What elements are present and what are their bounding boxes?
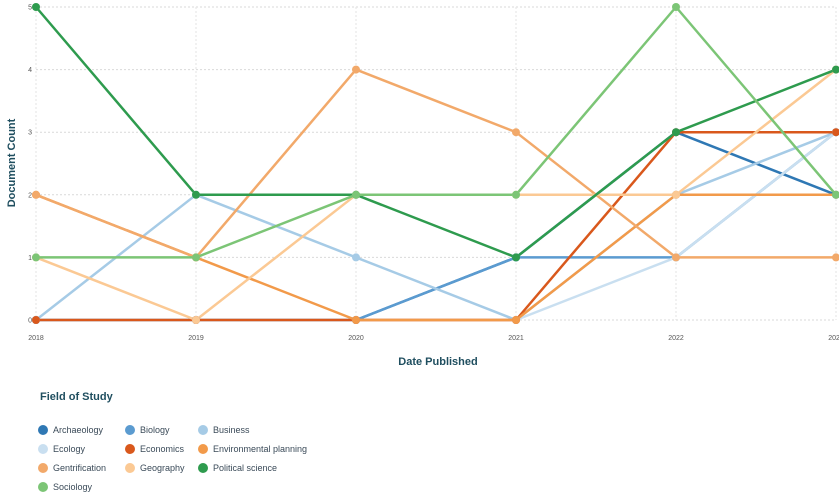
x-axis-title: Date Published [398, 356, 477, 368]
legend-swatch [38, 424, 48, 435]
data-point-business[interactable] [352, 253, 360, 262]
legend-label: Economics [140, 443, 185, 454]
x-axis-ticks: 2018 2019 2020 2021 2022 2023 [28, 335, 839, 342]
legend-label: Geography [140, 462, 185, 473]
data-point-sociology[interactable] [32, 253, 40, 262]
legend-item-political-science[interactable]: Political science [198, 461, 338, 474]
data-point-political-science[interactable] [832, 65, 839, 74]
y-tick-label: 0 [28, 318, 32, 325]
x-tick-label: 2023 [828, 335, 839, 342]
data-point-political-science[interactable] [192, 190, 200, 199]
data-point-sociology[interactable] [512, 190, 520, 199]
data-point-political-science[interactable] [672, 128, 680, 137]
series-line-gentrification [35, 68, 836, 259]
data-point-geography[interactable] [192, 316, 200, 324]
x-tick-label: 2022 [668, 335, 684, 342]
legend-swatch [198, 443, 208, 454]
legend-label: Ecology [53, 443, 86, 454]
legend-swatch [198, 424, 208, 435]
y-tick-label: 5 [28, 5, 32, 12]
x-tick-label: 2020 [348, 335, 364, 342]
data-point-sociology[interactable] [352, 190, 360, 199]
y-tick-label: 1 [28, 255, 32, 262]
legend-swatch [125, 462, 135, 473]
legend-swatch [198, 462, 208, 473]
line-chart: 0 1 2 3 4 5 2018 2019 2020 2021 2022 2023 Date Pub… [6, 3, 839, 368]
data-point-gentrification[interactable] [32, 190, 40, 199]
data-point-sociology[interactable] [192, 253, 200, 262]
y-axis-ticks: 0 1 2 3 4 5 [28, 5, 32, 325]
x-tick-label: 2019 [188, 335, 204, 342]
legend-label: Sociology [53, 481, 93, 492]
data-point-gentrification[interactable] [832, 253, 839, 262]
legend-label: Business [213, 424, 250, 435]
series-lines [35, 5, 837, 322]
legend-label: Gentrification [53, 462, 107, 473]
series-line-sociology [36, 5, 837, 259]
data-point-economics[interactable] [832, 128, 839, 137]
legend-swatch [38, 443, 48, 454]
legend-item-environmental-planning[interactable]: Environmental planning [198, 442, 338, 455]
legend-item-ecology[interactable]: Ecology [38, 442, 125, 455]
legend-label: Political science [213, 462, 278, 473]
data-point-environmental-planning[interactable] [352, 316, 360, 324]
data-point-gentrification[interactable] [672, 253, 680, 262]
legend-item-biology[interactable]: Biology [125, 423, 198, 436]
data-point-gentrification[interactable] [512, 128, 520, 137]
data-point-political-science[interactable] [512, 253, 520, 262]
x-tick-label: 2021 [508, 335, 524, 342]
series-line-business [35, 131, 837, 322]
data-point-political-science[interactable] [32, 3, 40, 11]
y-tick-label: 3 [28, 130, 32, 137]
legend-item-sociology[interactable]: Sociology [38, 480, 125, 493]
legend-item-geography[interactable]: Geography [125, 461, 198, 474]
legend-label: Biology [140, 424, 170, 435]
x-tick-label: 2018 [28, 335, 44, 342]
legend-swatch [38, 462, 48, 473]
y-tick-label: 2 [28, 192, 32, 199]
legend-title: Field of Study [40, 391, 113, 403]
legend-label: Archaeology [53, 424, 104, 435]
legend-item-archaeology[interactable]: Archaeology [38, 423, 125, 436]
data-point-geography[interactable] [672, 190, 680, 199]
data-point-environmental-planning[interactable] [512, 316, 520, 324]
legend-item-gentrification[interactable]: Gentrification [38, 461, 125, 474]
legend-item-business[interactable]: Business [198, 423, 338, 436]
series-line-political-science [35, 6, 837, 259]
data-point-gentrification[interactable] [352, 65, 360, 74]
legend-swatch [125, 443, 135, 454]
data-point-sociology[interactable] [672, 3, 680, 11]
legend-label: Environmental planning [213, 443, 308, 454]
legend-swatch [38, 481, 48, 492]
data-point-economics[interactable] [32, 316, 40, 324]
legend: Field of Study Archaeology Biology Busines… [38, 391, 358, 493]
y-tick-label: 4 [28, 67, 32, 74]
y-axis-title: Document Count [6, 118, 18, 207]
data-point-sociology[interactable] [832, 190, 839, 199]
legend-item-economics[interactable]: Economics [125, 442, 198, 455]
legend-items: Archaeology Biology Business Ecology Economi… [38, 423, 358, 493]
series-points [32, 3, 839, 324]
legend-swatch [125, 424, 135, 435]
